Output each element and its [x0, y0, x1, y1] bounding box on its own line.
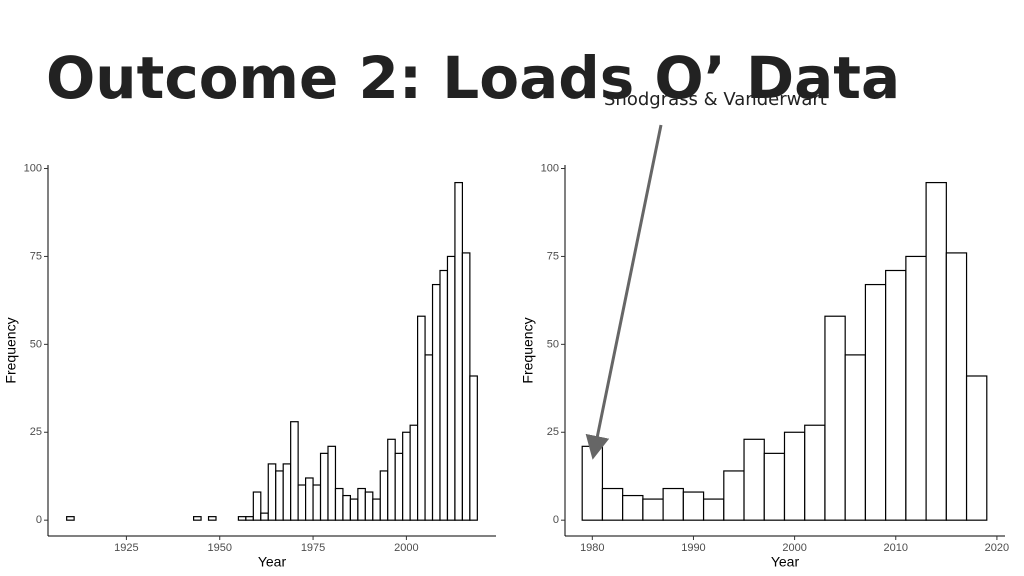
histogram-bar — [461, 252, 471, 521]
histogram-bar — [282, 463, 292, 521]
histogram-bar — [682, 491, 705, 521]
histogram-bar — [446, 255, 456, 521]
x-tick-label: 1980 — [580, 542, 604, 554]
x-axis-label: Year — [258, 554, 287, 570]
histogram-bar — [245, 516, 254, 521]
histogram-bar — [905, 255, 927, 521]
histogram-bar — [334, 487, 344, 521]
histogram-bar — [267, 463, 277, 521]
histogram-bar — [622, 494, 644, 521]
y-tick-label: 0 — [36, 514, 42, 526]
histogram-bar — [925, 181, 947, 521]
histogram-bar — [824, 315, 846, 521]
histogram-bar — [357, 487, 366, 521]
histogram-bar — [601, 487, 624, 521]
histogram-bar — [763, 452, 786, 521]
histogram-bar — [431, 283, 441, 521]
histogram-bar — [945, 252, 968, 521]
x-tick-label: 2020 — [985, 542, 1009, 554]
histogram-bar — [349, 498, 359, 521]
histogram-bar — [581, 445, 604, 521]
y-tick-label: 0 — [553, 514, 559, 526]
histogram-bar — [260, 512, 269, 521]
histogram-bar — [275, 470, 284, 521]
x-tick-label: 2000 — [394, 542, 418, 554]
y-tick-label: 25 — [547, 426, 559, 438]
x-tick-label: 1950 — [207, 542, 231, 554]
histogram-bar — [312, 484, 322, 521]
histogram-bar — [327, 445, 337, 521]
histogram-bar — [439, 269, 449, 521]
histogram-bar — [642, 498, 664, 521]
histogram-bar — [723, 470, 745, 521]
histogram-bar — [424, 354, 434, 521]
histogram-bar — [783, 431, 806, 521]
annotation-arrow — [585, 124, 663, 460]
histogram-bar — [864, 283, 887, 521]
histogram-bar — [965, 375, 988, 521]
histogram-bar — [662, 487, 684, 521]
histogram-bar — [469, 375, 478, 521]
x-tick-label: 1975 — [301, 542, 325, 554]
y-tick-label: 100 — [24, 162, 42, 174]
histogram-bar — [193, 516, 202, 521]
histogram-bar — [66, 516, 75, 521]
x-tick-label: 1990 — [681, 542, 705, 554]
histogram-bar — [885, 269, 907, 521]
y-tick-label: 75 — [30, 250, 42, 262]
histogram-bar — [743, 438, 765, 521]
y-tick-label: 50 — [30, 338, 42, 350]
histogram-bar — [252, 491, 262, 521]
histogram-bar — [237, 516, 247, 521]
histogram-bar — [402, 431, 411, 521]
histogram-bar — [372, 498, 381, 521]
y-axis-label: Frequency — [3, 317, 19, 383]
histogram-bar — [379, 470, 389, 521]
histogram-bar — [364, 491, 374, 521]
histogram-bar — [387, 438, 396, 521]
slide-title: Outcome 2: Loads O’ Data — [46, 44, 900, 112]
histogram-bar — [207, 516, 217, 521]
histogram-bar — [417, 315, 426, 521]
histogram-bar — [290, 421, 299, 521]
x-axis-label: Year — [771, 554, 800, 570]
histogram-bar — [342, 494, 351, 521]
histogram-bar — [305, 477, 314, 521]
x-tick-label: 2000 — [782, 542, 806, 554]
x-tick-label: 1925 — [114, 542, 138, 554]
y-tick-label: 50 — [547, 338, 559, 350]
histogram-bar — [319, 452, 329, 521]
histogram-bar — [702, 498, 725, 521]
y-tick-label: 25 — [30, 426, 42, 438]
histogram-bar — [394, 452, 404, 521]
x-tick-label: 2010 — [884, 542, 908, 554]
histogram-bar — [804, 424, 826, 521]
annotation: Snodgrass & Vanderwart — [604, 89, 827, 110]
histogram-bar — [297, 484, 307, 521]
y-tick-label: 75 — [547, 250, 559, 262]
histogram-bar — [844, 354, 867, 521]
histogram-bar — [409, 424, 419, 521]
histogram-bar — [454, 181, 463, 521]
y-tick-label: 100 — [541, 162, 559, 174]
y-axis-label: Frequency — [520, 317, 536, 383]
